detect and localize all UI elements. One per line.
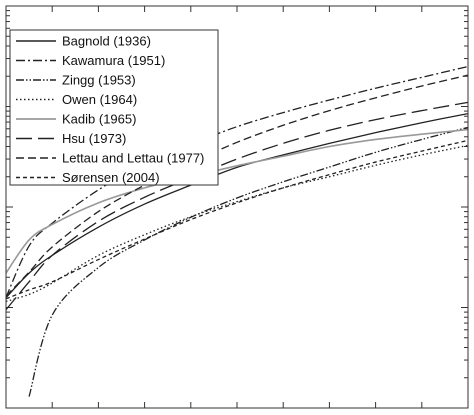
- legend: Bagnold (1936) Kawamura (1951) Zingg (1953…: [9, 29, 219, 186]
- legend-label-3: Zingg (1953): [62, 73, 136, 88]
- legend-label-8: Sørensen (2004): [62, 170, 160, 185]
- plot-frame: [5, 5, 469, 409]
- legend-label-6: Hsu (1973): [62, 131, 126, 146]
- legend-label-7: Lettau and Lettau (1977): [62, 151, 204, 166]
- legend-items: Bagnold (1936) Kawamura (1951) Zingg (1953…: [16, 34, 204, 185]
- legend-label-2: Kawamura (1951): [62, 53, 165, 68]
- series-line-8: [6, 139, 468, 300]
- legend-box: [9, 29, 219, 186]
- series-line-4: [6, 144, 468, 303]
- series-line-3: [28, 126, 468, 397]
- legend-label-5: Kadib (1965): [62, 112, 136, 127]
- legend-label-4: Owen (1964): [62, 92, 137, 107]
- legend-label-1: Bagnold (1936): [62, 34, 151, 49]
